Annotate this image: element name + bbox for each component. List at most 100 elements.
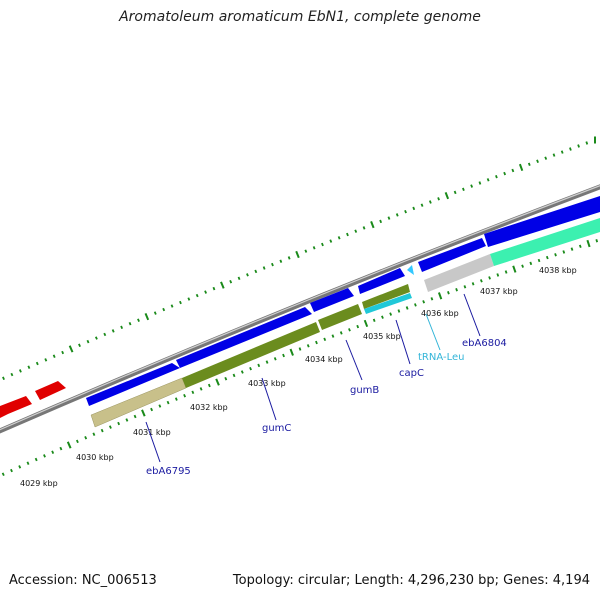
gene-label-ebA6804[interactable]: ebA6804 [462,338,507,349]
scale-tick-minor [395,213,399,217]
scale-tick-minor [287,256,291,260]
scale-tick-minor [199,387,203,391]
scale-tick-minor [128,321,132,326]
scale-tick-minor [511,168,515,173]
scale-tick-minor [354,229,358,233]
forward-cds-next[interactable] [484,196,600,247]
scale-tick-minor [249,366,252,371]
scale-tick-minor [86,339,90,344]
scale-tick-minor [323,337,327,342]
scale-tick-minor [521,264,524,268]
scale-tick-minor [117,421,121,426]
scale-tick-minor [133,414,137,419]
forward-cds-ebA6804[interactable] [418,238,486,272]
gc-band-olive [182,322,320,388]
scale-tick-minor [578,244,582,249]
scale-tick-major [518,163,524,172]
scale-label: 4037 kbp [480,287,518,296]
scale-tick-minor [237,276,241,281]
scale-tick-minor [43,454,46,458]
scale-tick-minor [59,446,63,451]
gene-label-trna-leu[interactable]: tRNA-Leu [418,352,464,363]
scale-tick-minor [356,324,360,329]
scale-tick-minor [470,184,474,188]
scale-tick-minor [379,219,383,224]
gene-label-gumC[interactable]: gumC [262,423,291,434]
gene-leader-line [395,319,411,365]
forward-cds-gumB[interactable] [310,288,354,312]
scale-label: 4033 kbp [248,379,286,388]
scale-tick-minor [103,332,107,337]
scale-tick-minor [570,247,574,251]
scale-tick-minor [503,171,507,176]
gene-label-gumB[interactable]: gumB [350,385,379,396]
scale-tick-minor [453,190,457,195]
scale-tick-minor [100,428,104,433]
scale-tick-minor [404,209,407,214]
scale-label: 4030 kbp [76,453,114,462]
scale-tick-minor [150,407,154,412]
scale-tick-minor [595,239,599,243]
forward-cds-capC[interactable] [358,268,405,294]
scale-tick-minor [527,162,531,167]
gene-leader-line [261,377,277,421]
scale-tick-major [68,345,74,353]
scale-tick-major [586,239,591,248]
forward-cds-ebA6795[interactable] [86,363,180,406]
scale-tick-minor [187,297,191,301]
scale-tick-minor [348,328,351,332]
scale-tick-minor [2,376,5,381]
genome-summary-text: Topology: circular; Length: 4,296,230 bp… [232,573,590,588]
scale-tick-minor [246,273,249,277]
scale-tick-minor [61,350,65,355]
gene-leader-line [463,293,481,337]
gc-band-olive [318,304,362,330]
inner-dotted-ring [1,239,599,476]
scale-tick-minor [51,450,55,454]
scale-tick-minor [207,383,211,388]
scale-tick-minor [397,309,401,313]
scale-tick-minor [537,258,541,263]
scale-tick-minor [111,329,115,333]
scale-tick-minor [488,276,491,280]
scale-label: 4035 kbp [363,332,401,341]
gene-label-capC[interactable]: capC [399,368,424,379]
scale-tick-minor [52,354,56,358]
scale-tick-minor [529,261,533,266]
scale-tick-major [66,441,72,449]
scale-tick-minor [337,236,341,240]
scale-tick-minor [504,270,508,274]
trna-leu-arrow[interactable] [407,265,414,275]
scale-tick-minor [212,286,216,291]
scale-tick-minor [321,242,324,247]
gene-label-ebA6795[interactable]: ebA6795 [146,466,191,477]
scale-tick-minor [229,279,233,284]
scale-tick-minor [204,290,208,294]
scale-tick-minor [420,203,424,207]
scale-tick-minor [1,472,5,476]
scale-tick-major [141,409,146,417]
scale-tick-minor [569,147,572,151]
scale-tick-minor [536,159,539,164]
scale-tick-minor [381,315,384,319]
scale-tick-minor [158,404,162,408]
scale-tick-minor [298,347,302,351]
reverse-cds-arrow[interactable] [35,381,66,400]
forward-cds-gumC[interactable] [176,307,312,368]
scale-tick-minor [405,306,409,310]
scale-tick-minor [479,279,483,283]
scale-tick-minor [552,153,556,157]
scale-tick-minor [560,150,564,154]
reverse-cds-arrow[interactable] [0,396,32,418]
scale-tick-minor [315,340,318,345]
scale-tick-minor [495,174,498,179]
scale-tick-major [215,378,220,386]
scale-tick-minor [304,249,308,253]
scale-tick-major [444,192,450,200]
outer-dotted-ring [2,136,596,381]
scale-tick-minor [422,300,426,304]
scale-tick-minor [162,307,166,312]
scale-tick-minor [10,372,14,377]
scale-tick-minor [137,318,140,322]
